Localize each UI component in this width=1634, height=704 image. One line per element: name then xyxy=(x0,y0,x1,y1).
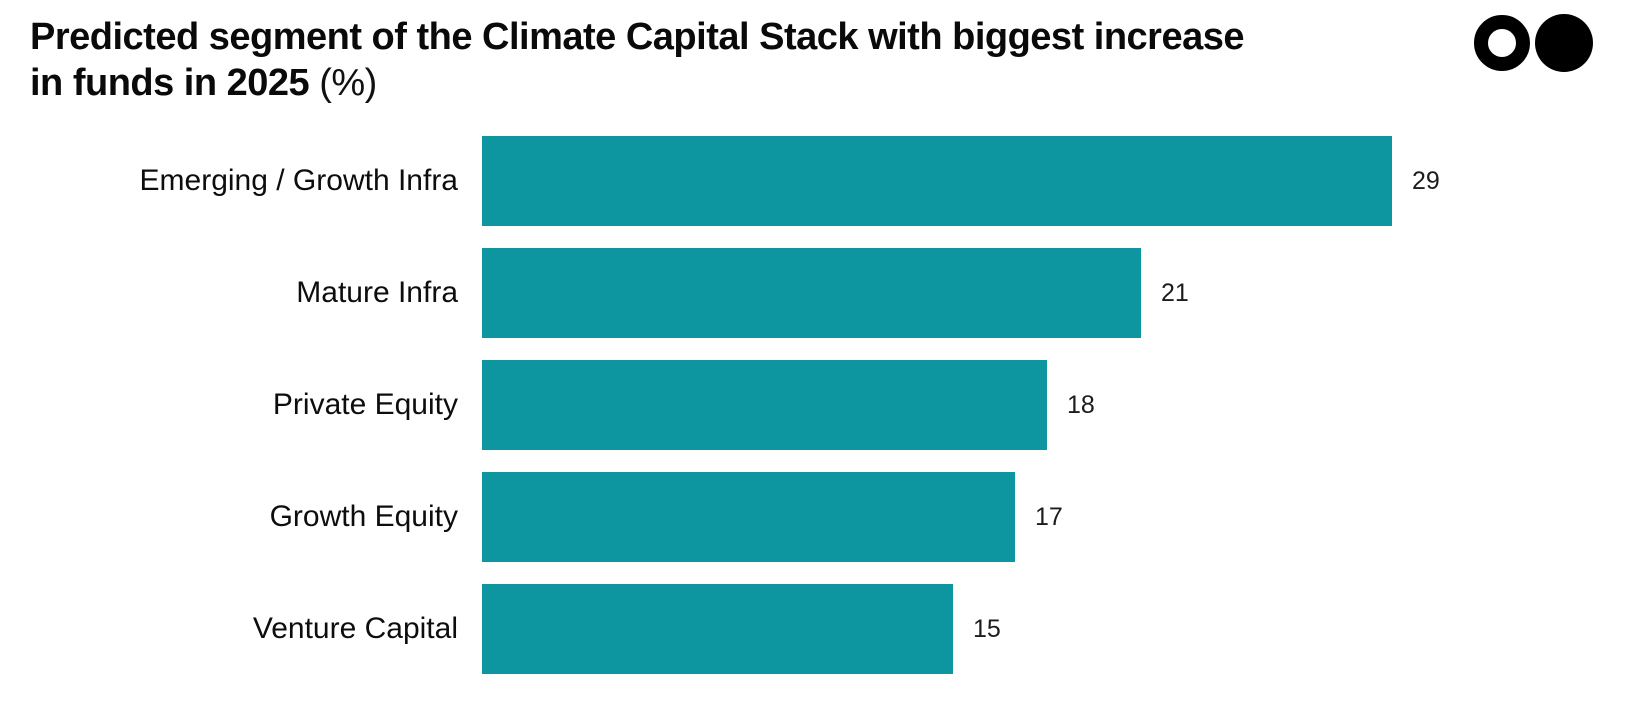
bar xyxy=(482,584,953,674)
chart-title: Predicted segment of the Climate Capital… xyxy=(30,14,1430,106)
bar-track: 29 xyxy=(482,136,1634,226)
bar-track: 18 xyxy=(482,360,1634,450)
bar xyxy=(482,472,1015,562)
value-label: 15 xyxy=(973,614,1001,643)
chart-title-unit: (%) xyxy=(319,62,377,104)
category-label: Growth Equity xyxy=(269,500,458,533)
chart-header: Predicted segment of the Climate Capital… xyxy=(30,14,1430,106)
value-label: 21 xyxy=(1161,278,1189,307)
category-label: Mature Infra xyxy=(296,276,458,309)
bar xyxy=(482,360,1047,450)
category-label: Emerging / Growth Infra xyxy=(139,164,458,197)
filled-circle-icon xyxy=(1535,14,1593,72)
value-label: 17 xyxy=(1035,502,1063,531)
chart-row: Emerging / Growth Infra 29 xyxy=(0,136,1634,226)
value-label: 29 xyxy=(1412,166,1440,195)
ring-circle-icon xyxy=(1474,15,1530,71)
chart-row: Mature Infra 21 xyxy=(0,248,1634,338)
chart-row: Growth Equity 17 xyxy=(0,472,1634,562)
category-label: Venture Capital xyxy=(252,612,458,645)
chart-title-line1: Predicted segment of the Climate Capital… xyxy=(30,16,1245,58)
bar xyxy=(482,136,1392,226)
chart-row: Venture Capital 15 xyxy=(0,584,1634,674)
bar xyxy=(482,248,1141,338)
bar-track: 21 xyxy=(482,248,1634,338)
bar-track: 15 xyxy=(482,584,1634,674)
bar-chart: Emerging / Growth Infra 29 Mature Infra 21 P… xyxy=(0,136,1634,674)
chart-title-line2: in funds in 2025 xyxy=(30,62,310,104)
brand-logo xyxy=(1474,14,1593,72)
value-label: 18 xyxy=(1067,390,1095,419)
bar-track: 17 xyxy=(482,472,1634,562)
chart-row: Private Equity 18 xyxy=(0,360,1634,450)
category-label: Private Equity xyxy=(272,388,458,421)
